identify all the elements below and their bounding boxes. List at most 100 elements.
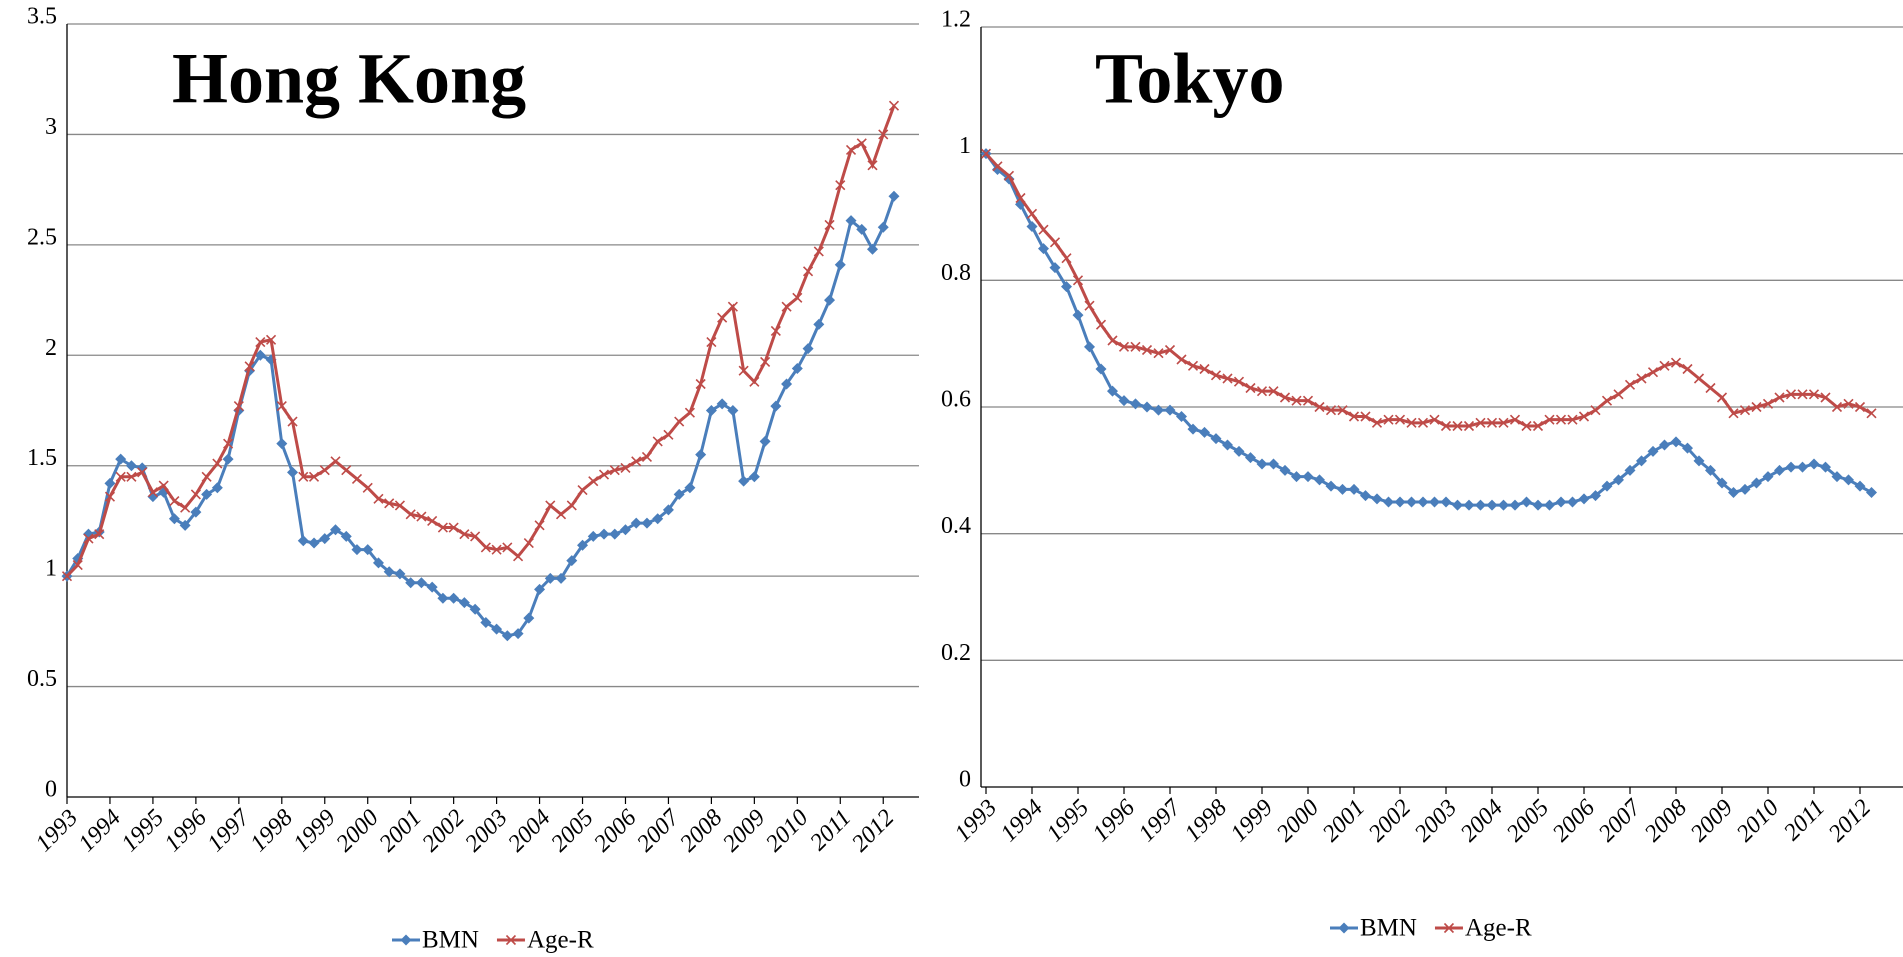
marker-x <box>1509 414 1521 425</box>
marker-x <box>1463 420 1475 432</box>
x-tick-label: 1995 <box>1042 795 1094 847</box>
marker-x <box>180 502 191 513</box>
marker-diamond <box>1383 496 1394 508</box>
marker-diamond <box>1360 490 1371 502</box>
marker-diamond <box>662 504 674 516</box>
line-chart: 00.20.40.60.811.219931994199519961997199… <box>941 7 1903 942</box>
marker-x <box>427 515 438 526</box>
marker-x <box>1854 401 1866 413</box>
marker-x <box>72 560 83 571</box>
x-tick-label: 2000 <box>332 805 384 857</box>
marker-x <box>1443 922 1455 934</box>
marker-diamond <box>1636 455 1647 467</box>
series-line <box>984 152 1873 507</box>
marker-x <box>1187 360 1199 371</box>
marker-x <box>652 436 663 447</box>
marker-x <box>555 509 567 520</box>
series-line <box>65 105 896 578</box>
marker-x <box>1440 420 1452 432</box>
marker-diamond <box>598 528 610 540</box>
y-tick-label: 1 <box>959 133 971 159</box>
marker-diamond <box>340 530 352 542</box>
marker-x <box>1647 367 1659 378</box>
marker-diamond <box>1659 439 1670 451</box>
marker-diamond <box>566 555 578 567</box>
marker-diamond <box>1624 464 1636 476</box>
marker-x <box>813 246 824 257</box>
marker-x <box>1544 414 1555 425</box>
x-tick-label: 2011 <box>1779 795 1830 846</box>
marker-diamond <box>1463 499 1475 511</box>
marker-x <box>1026 208 1038 219</box>
x-tick-label: 2005 <box>1502 795 1554 847</box>
marker-x <box>1176 354 1187 365</box>
marker-x <box>684 407 695 418</box>
marker-x <box>1797 389 1808 400</box>
marker-diamond <box>1061 281 1072 293</box>
marker-diamond <box>1187 423 1199 435</box>
marker-diamond <box>845 215 857 227</box>
marker-diamond <box>856 223 868 235</box>
marker-x <box>244 361 255 372</box>
marker-diamond <box>534 583 546 595</box>
marker-x <box>1141 344 1153 356</box>
marker-diamond <box>748 471 760 483</box>
marker-x <box>1521 420 1532 432</box>
x-tick-label: 2000 <box>1272 795 1324 847</box>
x-tick-label: 2004 <box>503 805 555 857</box>
marker-diamond <box>383 566 395 578</box>
marker-diamond <box>1130 398 1141 410</box>
legend-label: BMN <box>1360 915 1417 942</box>
x-tick-label: 2010 <box>761 805 813 857</box>
marker-diamond <box>1164 404 1176 416</box>
marker-x <box>115 471 126 482</box>
marker-x <box>717 312 728 323</box>
marker-diamond <box>448 592 460 604</box>
marker-x <box>437 522 448 533</box>
marker-diamond <box>1590 490 1601 502</box>
marker-x <box>1831 401 1843 413</box>
marker-diamond <box>1440 496 1452 508</box>
marker-diamond <box>179 519 191 531</box>
marker-x <box>1003 170 1015 181</box>
x-tick-label: 2001 <box>374 805 426 857</box>
marker-x <box>1843 398 1854 409</box>
line-chart: 0 0.5 1 1.5 2 2.5 3 3.5 199319941995199619971998… <box>27 4 919 954</box>
x-tick-label: 2011 <box>805 805 856 856</box>
marker-x <box>1624 379 1636 390</box>
marker-diamond <box>458 597 470 609</box>
marker-x <box>1498 417 1509 428</box>
marker-x <box>513 551 524 562</box>
marker-diamond <box>1808 458 1820 470</box>
x-tick-label: 1995 <box>117 805 169 857</box>
marker-x <box>480 542 491 553</box>
x-tick-label: 2001 <box>1318 795 1370 847</box>
marker-x <box>706 336 717 348</box>
marker-x <box>61 571 73 582</box>
marker-x <box>1210 370 1222 381</box>
marker-x <box>83 533 94 544</box>
y-tick-label: 0.5 <box>27 666 57 692</box>
marker-x <box>1337 405 1348 416</box>
marker-diamond <box>372 557 384 569</box>
marker-diamond <box>1394 496 1406 508</box>
x-tick-label: 1996 <box>1088 795 1140 847</box>
marker-x <box>1716 392 1728 403</box>
marker-diamond <box>1498 499 1509 511</box>
marker-x <box>1153 348 1164 359</box>
marker-diamond <box>1291 471 1302 483</box>
marker-x <box>126 471 137 482</box>
series-line <box>984 152 1873 428</box>
marker-x <box>845 144 857 155</box>
marker-diamond <box>684 482 696 494</box>
marker-diamond <box>394 568 406 580</box>
x-tick-label: 2008 <box>675 805 727 857</box>
marker-diamond <box>1141 401 1153 413</box>
marker-x <box>598 469 610 480</box>
marker-diamond <box>1279 464 1291 476</box>
marker-diamond <box>1199 426 1210 438</box>
marker-x <box>577 484 588 496</box>
marker-x <box>1601 395 1613 406</box>
marker-x <box>1164 344 1176 356</box>
